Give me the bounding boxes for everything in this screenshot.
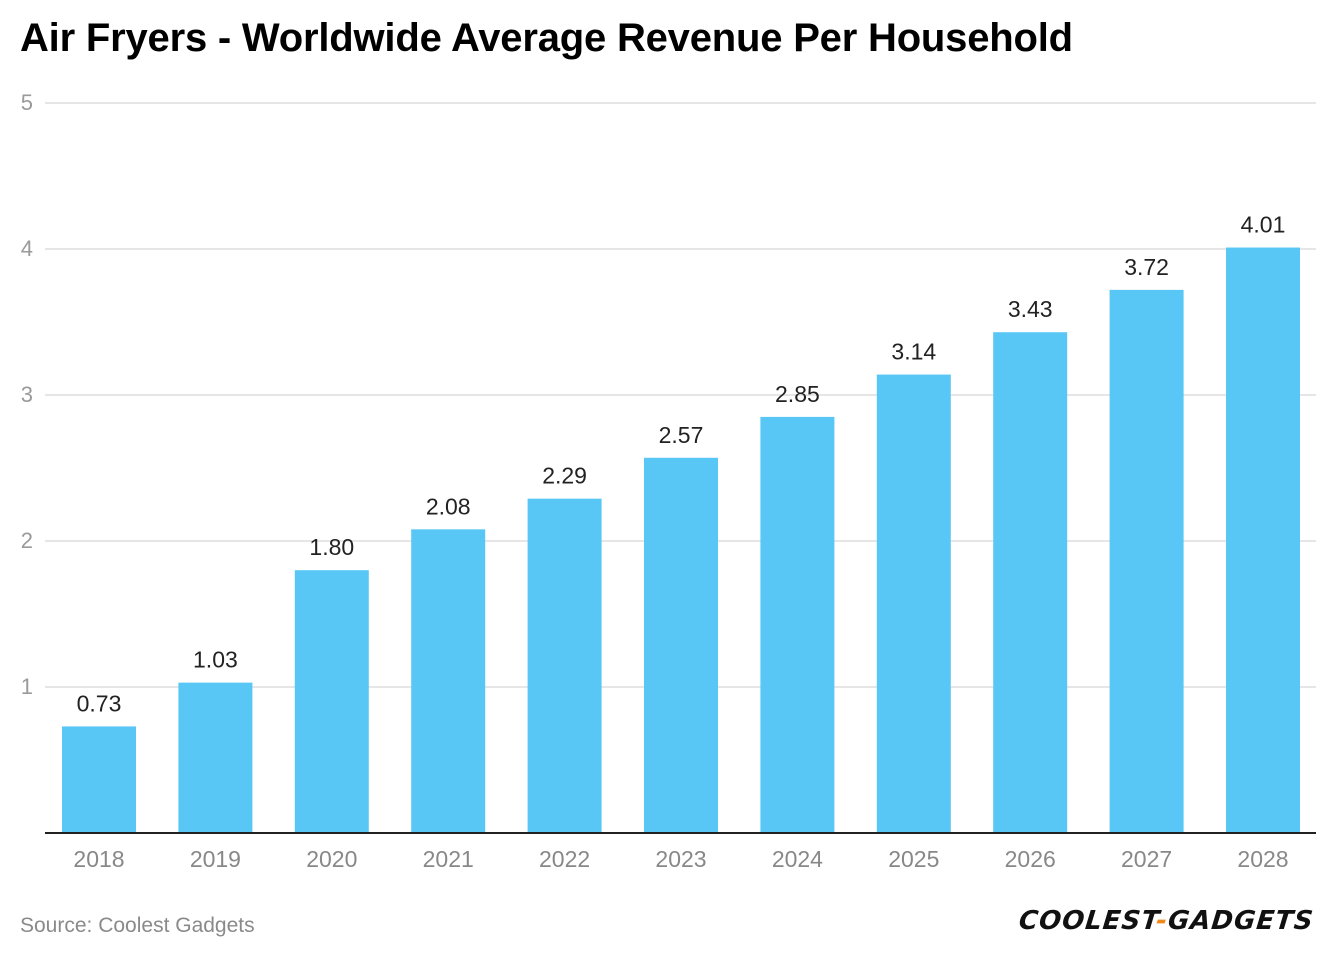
bar-2022 [527,498,602,833]
bars [62,247,1300,834]
bar-2028 [1226,247,1300,834]
bar-2027 [1109,289,1184,833]
x-tick-label: 2025 [888,846,939,872]
logo-text-coolest: COOLEST [1017,906,1159,936]
y-tick-label: 1 [21,674,33,699]
chart-title: Air Fryers - Worldwide Average Revenue P… [20,16,1073,60]
coolest-gadgets-logo: COOLEST-GADGETS [1018,906,1316,936]
x-tick-label: 2023 [655,846,706,872]
bar-2024 [760,416,835,833]
x-tick-label: 2020 [306,846,357,872]
x-tick-label: 2024 [772,846,823,872]
y-tick-label: 2 [21,528,33,553]
y-tick-label: 5 [21,90,33,115]
bar-value-label: 2.29 [542,463,587,489]
x-tick-label: 2028 [1237,846,1288,872]
x-tick-label: 2019 [190,846,241,872]
bar-value-label: 2.57 [659,422,704,448]
bar-value-label: 3.72 [1124,254,1169,280]
bar-2021 [411,529,486,833]
x-tick-label: 2021 [423,846,474,872]
logo-text-gadgets: GADGETS [1166,906,1316,936]
bar-value-label: 4.01 [1241,212,1286,238]
bar-value-label: 0.73 [77,690,122,716]
y-tick-label: 3 [21,382,33,407]
x-axis-ticks: 2018 2019 2020 2021 2022 2023 2024 2025 2026 2027… [73,846,1288,872]
x-tick-label: 2027 [1121,846,1172,872]
bar-value-label: 2.08 [426,493,471,519]
bar-value-label: 2.85 [775,381,820,407]
x-tick-label: 2026 [1005,846,1056,872]
y-tick-label: 4 [21,236,33,261]
y-axis-ticks: 1 2 3 4 5 [21,90,33,699]
bar-2023 [644,457,718,833]
bar-value-label: 1.80 [309,534,354,560]
bar-value-label: 3.43 [1008,296,1053,322]
x-tick-label: 2018 [73,846,124,872]
bar-2020 [294,570,369,833]
bar-2025 [876,374,951,833]
bar-2018 [62,726,136,833]
bar-2019 [178,682,253,833]
bar-2026 [993,332,1068,833]
data-labels: 0.73 1.03 1.80 2.08 2.29 2.57 2.85 3.14 3.43 3.72… [77,212,1286,717]
source-note: Source: Coolest Gadgets [20,914,255,937]
bar-value-label: 1.03 [193,647,238,673]
x-tick-label: 2022 [539,846,590,872]
bar-value-label: 3.14 [891,339,936,365]
